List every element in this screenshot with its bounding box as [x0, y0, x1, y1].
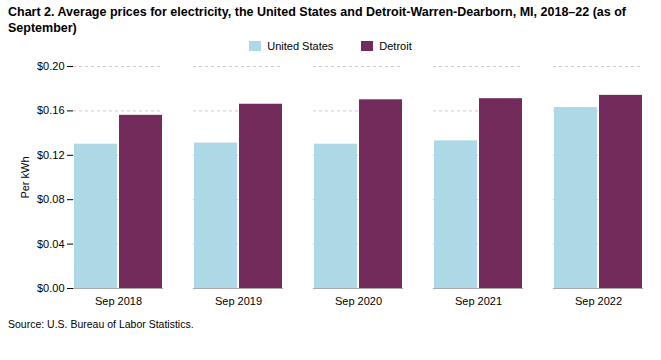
svg-text:$0.20: $0.20	[37, 60, 65, 72]
svg-text:$0.16: $0.16	[37, 104, 65, 116]
svg-text:$0.12: $0.12	[37, 149, 65, 161]
svg-text:Sep 2020: Sep 2020	[335, 295, 382, 307]
html-text:Detroit: Detroit	[379, 40, 412, 52]
html-text:United States: United States	[267, 40, 334, 52]
html-text:Source: U.S. Bureau of Labor S: Source: U.S. Bureau of Labor Statistics.	[8, 318, 194, 330]
svg-text:$0.08: $0.08	[37, 193, 65, 205]
svg-text:Sep 2021: Sep 2021	[455, 295, 502, 307]
svg-text:$0.00: $0.00	[37, 282, 65, 294]
svg-text:Sep 2018: Sep 2018	[95, 295, 142, 307]
html-text:Chart 2. Average prices for el: Chart 2. Average prices for electricity,…	[8, 5, 626, 35]
svg-text:Per kWh: Per kWh	[19, 156, 31, 198]
svg-text:$0.04: $0.04	[37, 238, 65, 250]
svg-text:Sep 2022: Sep 2022	[575, 295, 622, 307]
svg-text:Sep 2019: Sep 2019	[215, 295, 262, 307]
